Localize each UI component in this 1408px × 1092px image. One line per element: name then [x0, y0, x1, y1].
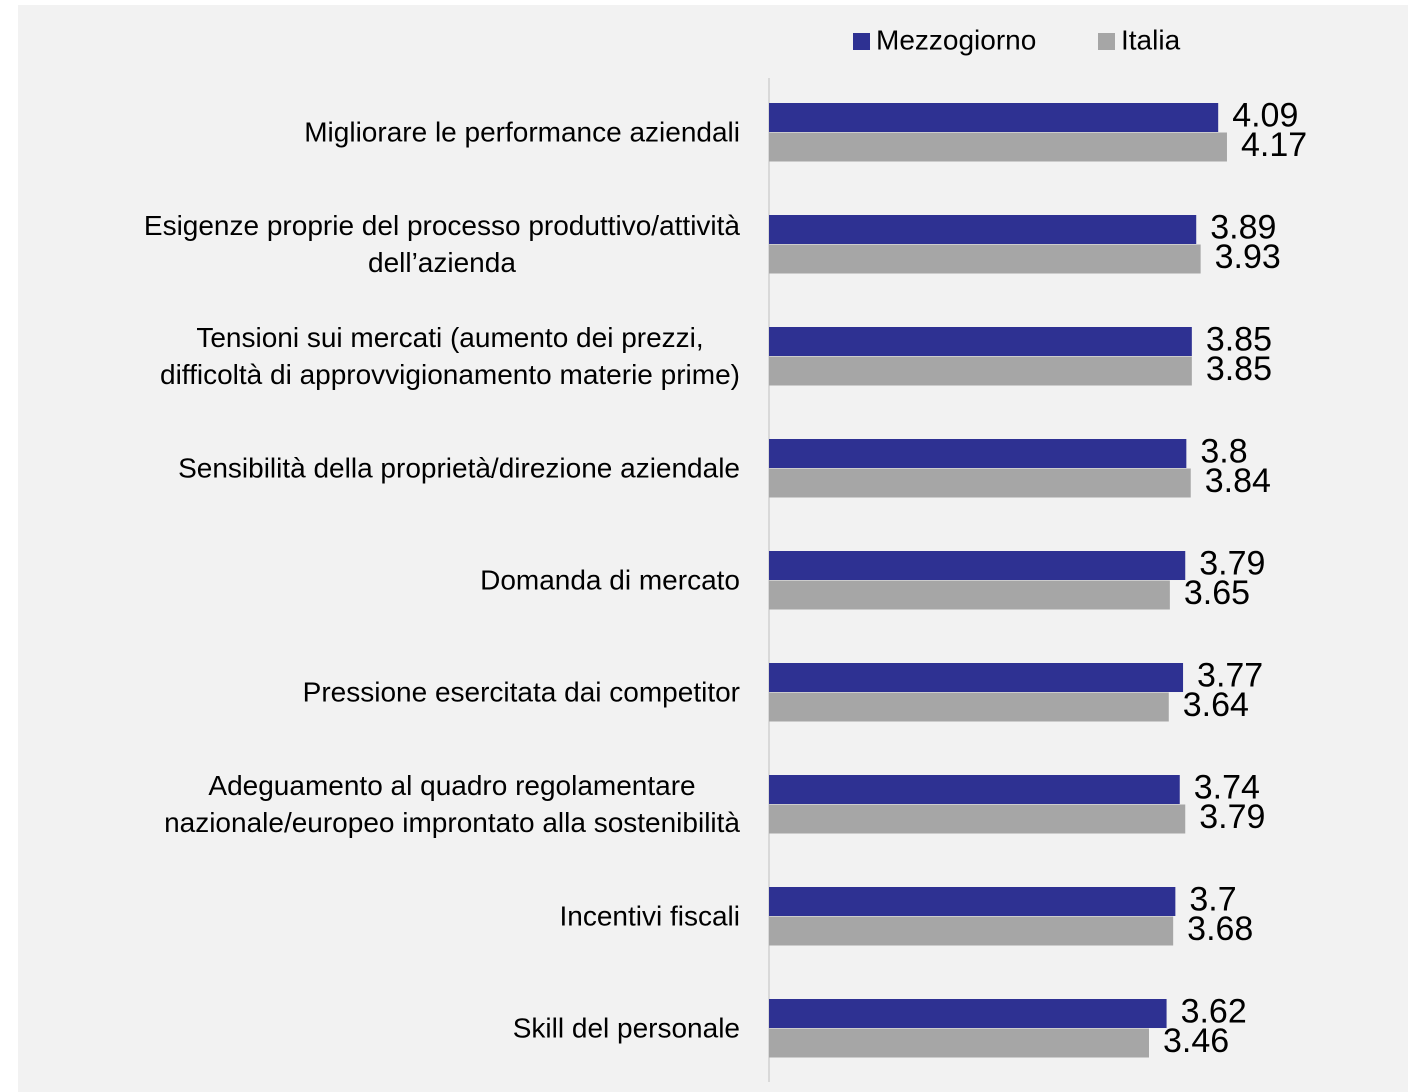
bar	[769, 103, 1219, 132]
value-label: 3.62	[1181, 992, 1247, 1030]
value-label: 3.74	[1194, 768, 1260, 806]
bar	[769, 468, 1191, 498]
bar	[769, 215, 1197, 244]
bar	[769, 804, 1186, 834]
value-label: 3.89	[1210, 208, 1276, 246]
bar	[769, 999, 1167, 1028]
bar	[769, 887, 1176, 916]
value-label: 3.79	[1199, 798, 1265, 836]
bar	[769, 356, 1192, 386]
value-label: 3.64	[1183, 686, 1249, 724]
value-label: 3.84	[1205, 462, 1271, 500]
value-label: 3.85	[1206, 350, 1272, 388]
legend-label: Italia	[1121, 24, 1181, 55]
value-label: 3.46	[1163, 1022, 1229, 1060]
value-label: 3.68	[1187, 910, 1253, 948]
value-label: 3.79	[1199, 544, 1265, 582]
legend-swatch	[1098, 33, 1115, 50]
bar	[769, 132, 1227, 162]
category-label: Pressione esercitata dai competitor	[302, 676, 740, 708]
value-label: 3.65	[1184, 574, 1250, 612]
bar	[769, 551, 1186, 580]
bar	[769, 439, 1187, 468]
category-label: Esigenze proprie del processo produttivo…	[143, 210, 740, 278]
bar	[769, 775, 1180, 804]
chart-background	[18, 5, 1408, 1092]
category-label: Adeguamento al quadro regolamentare nazi…	[164, 770, 740, 838]
category-label: Domanda di mercato	[480, 564, 740, 596]
legend-label: Mezzogiorno	[876, 24, 1036, 55]
bar	[769, 663, 1184, 692]
value-label: 3.7	[1189, 880, 1236, 918]
bar	[769, 244, 1201, 274]
category-label: Skill del personale	[512, 1012, 740, 1044]
value-label: 3.93	[1215, 238, 1281, 276]
value-label: 3.8	[1200, 432, 1247, 470]
legend-swatch	[853, 33, 870, 50]
bar	[769, 580, 1170, 610]
category-label: Incentivi fiscali	[559, 900, 740, 932]
category-label: Tensioni sui mercati (aumento dei prezzi…	[160, 322, 740, 390]
value-label: 4.09	[1232, 96, 1298, 134]
value-label: 3.77	[1197, 656, 1263, 694]
bar	[769, 692, 1169, 722]
bar	[769, 327, 1192, 356]
value-label: 3.85	[1206, 320, 1272, 358]
category-label: Sensibilità della proprietà/direzione az…	[178, 452, 740, 484]
value-label: 4.17	[1241, 126, 1307, 164]
bar	[769, 1028, 1150, 1058]
category-label: Migliorare le performance aziendali	[304, 116, 740, 148]
bar	[769, 916, 1174, 946]
